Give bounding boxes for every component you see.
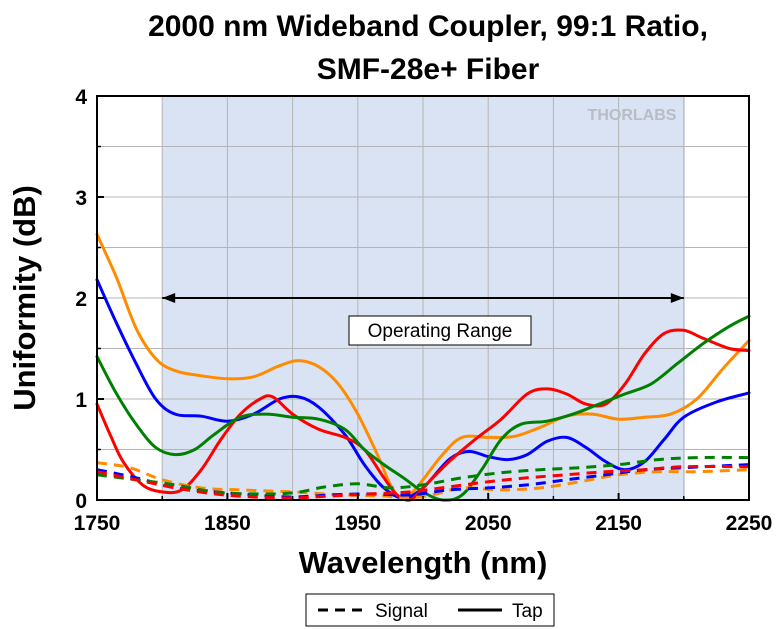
x-tick-label: 1850 bbox=[204, 512, 251, 535]
series-line-green-signal bbox=[96, 455, 750, 496]
operating-range-arrowhead-right bbox=[670, 293, 684, 303]
x-tick-label: 1750 bbox=[74, 512, 121, 535]
x-tick-label: 2250 bbox=[726, 512, 773, 535]
chart-title-line-2: SMF-28e+ Fiber bbox=[317, 53, 540, 86]
operating-range-arrowhead-left bbox=[162, 293, 176, 303]
x-tick-label: 2150 bbox=[595, 512, 642, 535]
y-tick-label: 1 bbox=[75, 389, 87, 412]
operating-range-annotation bbox=[162, 293, 684, 303]
series-line-green-tap bbox=[95, 314, 751, 502]
operating-range-label-box bbox=[348, 315, 532, 346]
axis-ticks: 1750 1850 1950 2050 2150 2250 0 1 2 3 4 bbox=[74, 86, 773, 535]
x-axis-title: Wavelength (nm) bbox=[299, 545, 548, 580]
y-tick-label: 0 bbox=[75, 490, 87, 513]
y-tick-label: 4 bbox=[75, 86, 87, 109]
y-tick-label: 3 bbox=[75, 187, 87, 210]
chart-title-line-1: 2000 nm Wideband Coupler, 99:1 Ratio, bbox=[148, 10, 708, 43]
y-tick-label: 2 bbox=[75, 288, 87, 311]
y-axis-title: Uniformity (dB) bbox=[7, 185, 42, 411]
watermark-logo: THORLABS bbox=[588, 107, 677, 124]
x-tick-label: 2050 bbox=[465, 512, 512, 535]
legend: Signal Tap bbox=[305, 593, 555, 627]
legend-box bbox=[305, 593, 555, 627]
x-tick-label: 1950 bbox=[334, 512, 381, 535]
legend-tap-label: Tap bbox=[512, 601, 543, 622]
legend-signal-label: Signal bbox=[375, 601, 428, 622]
operating-range-label: Operating Range bbox=[368, 321, 513, 342]
series-line-red-signal bbox=[96, 464, 750, 500]
grid bbox=[97, 96, 749, 500]
